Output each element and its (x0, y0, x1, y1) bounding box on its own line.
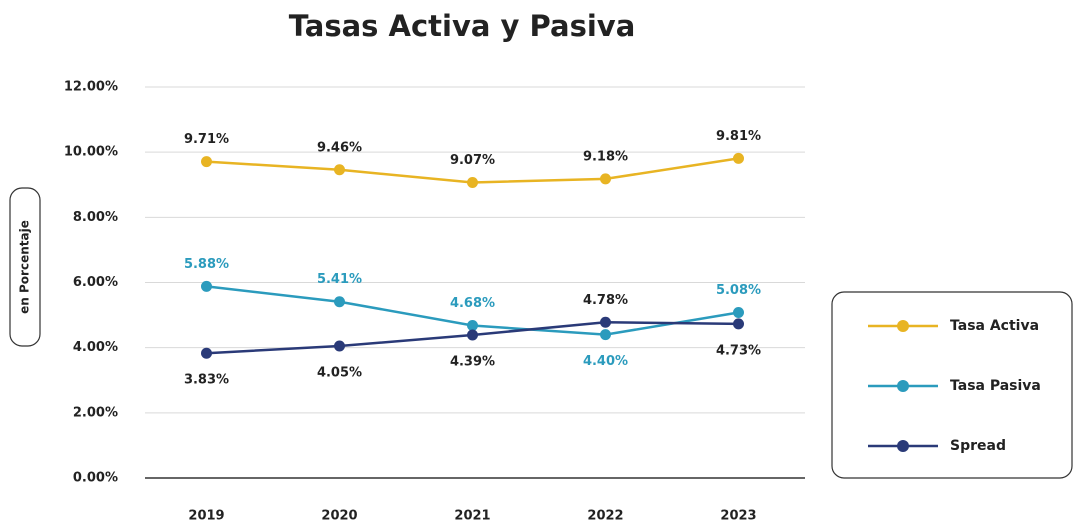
legend-label: Spread (950, 438, 1006, 454)
y-tick-label: 6.00% (73, 275, 118, 290)
legend-marker (897, 440, 909, 452)
x-tick-label: 2019 (188, 509, 224, 523)
legend-label: Tasa Pasiva (950, 378, 1041, 394)
data-label: 4.78% (583, 293, 628, 308)
point (467, 329, 478, 341)
legend-box (831, 291, 1073, 479)
point (600, 173, 611, 185)
point (334, 164, 345, 176)
point (201, 347, 212, 359)
x-tick-label: 2023 (720, 509, 756, 523)
x-tick-label: 2021 (454, 509, 490, 523)
point (467, 176, 478, 188)
x-tick-label: 2020 (321, 509, 357, 523)
data-label: 9.18% (583, 149, 628, 164)
point (733, 152, 744, 164)
y-tick-label: 8.00% (73, 210, 118, 225)
y-tick-label: 4.00% (73, 340, 118, 355)
data-label: 5.88% (184, 257, 229, 272)
data-label: 4.73% (716, 343, 761, 358)
point (467, 320, 478, 332)
data-label: 5.41% (317, 272, 362, 287)
legend-marker (897, 320, 909, 332)
legend-marker (897, 380, 909, 392)
point (600, 329, 611, 341)
data-label: 4.39% (450, 354, 495, 369)
y-axis-label: en Porcentaje (18, 220, 32, 314)
point (733, 318, 744, 330)
chart-title: Tasas Activa y Pasiva (289, 9, 636, 43)
x-tick-label: 2022 (587, 509, 623, 523)
point (733, 306, 744, 318)
y-label-box (9, 187, 41, 347)
point (201, 280, 212, 292)
legend-label: Tasa Activa (950, 318, 1039, 334)
data-label: 9.07% (450, 153, 495, 168)
y-tick-label: 12.00% (64, 80, 118, 95)
data-label: 4.40% (583, 354, 628, 369)
data-label: 4.68% (450, 296, 495, 311)
point (334, 340, 345, 352)
data-label: 3.83% (184, 373, 229, 388)
data-label: 5.08% (716, 283, 761, 298)
data-label: 9.71% (184, 132, 229, 147)
y-tick-label: 10.00% (64, 145, 118, 160)
y-tick-label: 2.00% (73, 405, 118, 420)
y-tick-label: 0.00% (73, 471, 118, 486)
point (600, 316, 611, 328)
data-label: 9.81% (716, 129, 761, 144)
point (201, 156, 212, 168)
data-label: 9.46% (317, 140, 362, 155)
data-label: 4.05% (317, 366, 362, 381)
point (334, 296, 345, 308)
